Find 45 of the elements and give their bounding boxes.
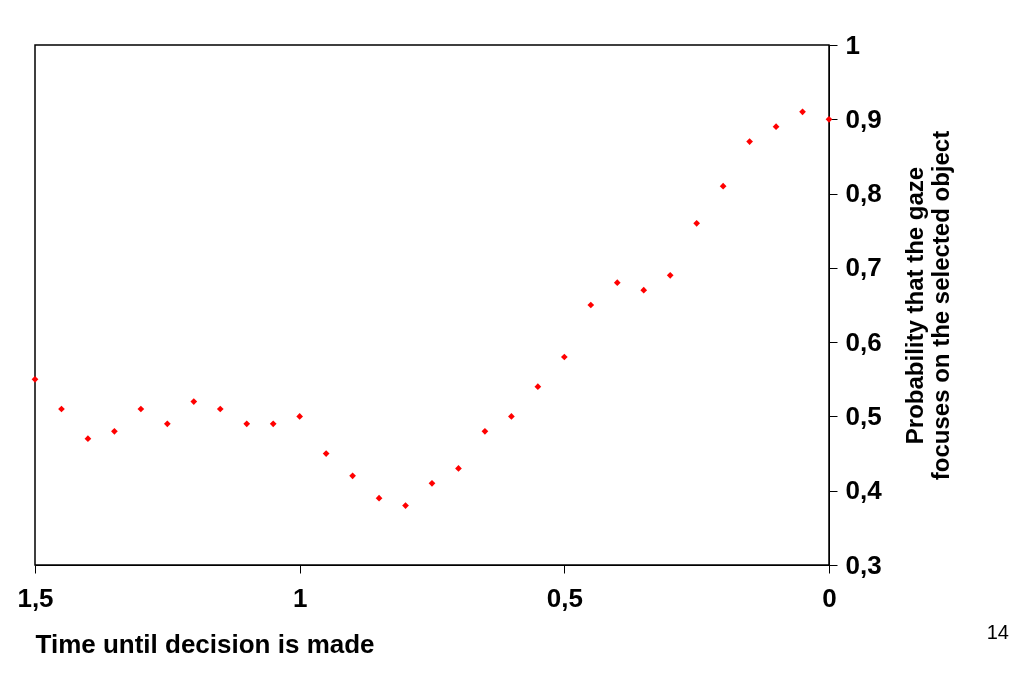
y-tick-label: 0,8 xyxy=(845,178,882,209)
point xyxy=(799,108,806,116)
y-tick-label: 0,7 xyxy=(845,252,882,283)
point xyxy=(296,413,304,420)
point xyxy=(587,301,595,309)
point xyxy=(455,465,462,472)
point xyxy=(719,182,727,190)
text: 14 xyxy=(986,621,1009,643)
point xyxy=(534,383,542,391)
point xyxy=(137,405,145,413)
point xyxy=(190,398,198,405)
y-tick-label: 0,9 xyxy=(845,103,882,134)
point xyxy=(666,271,674,279)
y-tick-label: 0,4 xyxy=(845,475,883,506)
point xyxy=(746,138,753,145)
point xyxy=(508,413,515,420)
point xyxy=(111,427,118,435)
x-tick-label: 1 xyxy=(292,582,308,613)
y-tick-label: 0,6 xyxy=(845,326,882,357)
point xyxy=(269,420,277,428)
point xyxy=(481,427,489,435)
point xyxy=(349,472,356,480)
point xyxy=(613,279,621,287)
y-axis-title: Probability that the gaze focuses on the selected object xyxy=(900,130,954,481)
point xyxy=(825,115,833,123)
point xyxy=(560,353,568,361)
point xyxy=(428,479,436,487)
y-tick-label: 1 xyxy=(845,29,860,60)
point xyxy=(243,420,251,428)
x-tick-label: 0,5 xyxy=(546,582,583,613)
point xyxy=(163,420,171,428)
point xyxy=(640,286,648,294)
x-axis-title: Time until decision is made xyxy=(35,628,375,659)
x-tick-label: 0 xyxy=(822,582,837,613)
point xyxy=(322,450,330,457)
point xyxy=(402,502,409,509)
point xyxy=(693,219,701,227)
point xyxy=(375,494,383,502)
point xyxy=(84,435,92,443)
x-tick-label: 1,5 xyxy=(17,582,54,613)
point xyxy=(216,405,224,413)
point xyxy=(31,375,39,383)
y-tick-label: 0,3 xyxy=(845,549,882,580)
y-tick-label: 0,5 xyxy=(845,400,882,431)
point xyxy=(772,123,780,131)
